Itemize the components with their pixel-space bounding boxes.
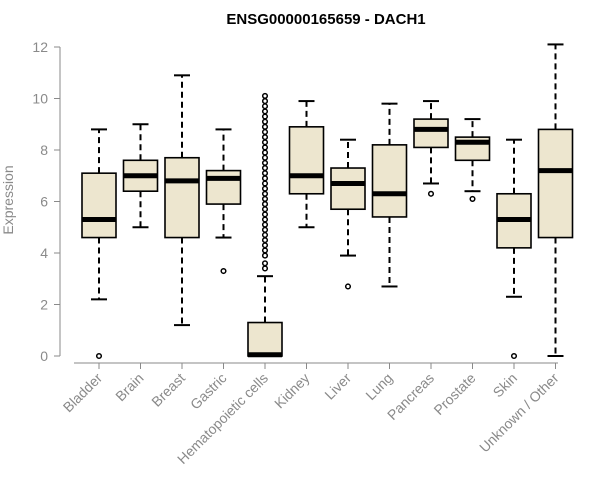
outlier-point xyxy=(261,195,269,202)
x-tick-label: Unknown / Other xyxy=(476,370,562,456)
outlier-point xyxy=(261,201,269,208)
outlier-point xyxy=(261,175,269,182)
outlier-point xyxy=(95,352,103,360)
x-tick-label: Prostate xyxy=(430,370,478,418)
y-axis: 0 2 4 6 8 10 12 xyxy=(32,39,60,364)
outlier-point xyxy=(261,159,269,166)
outlier-point xyxy=(261,144,269,151)
outlier-point xyxy=(261,108,269,115)
x-tick-label: Kidney xyxy=(271,370,313,412)
boxes-group xyxy=(81,43,574,360)
box-group xyxy=(81,128,117,360)
outlier-point xyxy=(261,154,269,161)
y-tick-label: 8 xyxy=(40,142,48,158)
box-body xyxy=(371,144,408,218)
box-group xyxy=(122,123,159,229)
outlier-point xyxy=(261,206,269,213)
outlier-point xyxy=(261,226,269,233)
box-body xyxy=(205,169,242,205)
outlier-point xyxy=(261,139,269,146)
x-tick-label: Lung xyxy=(362,370,395,403)
outlier-point xyxy=(261,180,269,187)
box-group xyxy=(330,138,366,290)
box-group xyxy=(288,100,325,229)
box-body xyxy=(413,118,449,149)
outlier-point xyxy=(261,231,269,239)
outlier-point xyxy=(261,134,269,141)
outlier-point xyxy=(261,170,269,177)
outlier-point xyxy=(261,247,269,254)
outlier-point xyxy=(261,260,269,267)
outlier-point xyxy=(344,283,352,290)
y-tick-label: 2 xyxy=(40,297,48,313)
y-tick-label: 12 xyxy=(32,39,48,55)
outlier-point xyxy=(261,149,269,156)
outlier-point xyxy=(427,190,435,197)
box-group xyxy=(205,128,242,275)
box-body xyxy=(537,128,574,239)
outlier-point xyxy=(261,265,269,272)
box-body xyxy=(81,172,117,239)
outlier-point xyxy=(261,118,269,125)
y-tick-label: 0 xyxy=(40,348,48,364)
box-group xyxy=(496,138,532,360)
box-group xyxy=(537,43,574,357)
box-body xyxy=(164,156,200,239)
outlier-point xyxy=(261,221,269,228)
outlier-point xyxy=(261,237,269,244)
outlier-point xyxy=(261,211,269,218)
outlier-point xyxy=(261,98,269,105)
x-tick-label: Breast xyxy=(148,370,188,410)
y-tick-label: 4 xyxy=(40,245,48,261)
outlier-point xyxy=(261,123,269,130)
outlier-point xyxy=(261,185,269,192)
box-body xyxy=(288,126,325,195)
x-tick-label: Brain xyxy=(112,370,146,404)
y-tick-label: 10 xyxy=(32,91,48,107)
box-body xyxy=(247,321,283,357)
y-axis-label: Expression xyxy=(0,165,16,234)
outlier-point xyxy=(261,113,269,120)
x-tick-label: Skin xyxy=(490,370,521,401)
box-group xyxy=(413,100,449,197)
outlier-point xyxy=(510,352,518,360)
outlier-point xyxy=(261,103,269,110)
outlier-point xyxy=(220,267,227,275)
chart-title: ENSG00000165659 - DACH1 xyxy=(226,11,425,28)
outlier-point xyxy=(261,216,269,223)
x-tick-label: Liver xyxy=(321,370,354,403)
outlier-point xyxy=(261,92,269,99)
outlier-point xyxy=(261,164,269,172)
box-group xyxy=(454,118,491,202)
outlier-point xyxy=(261,242,269,249)
box-body xyxy=(330,167,366,211)
outlier-point xyxy=(261,190,269,197)
box-group xyxy=(164,74,200,327)
outlier-point xyxy=(261,128,269,136)
x-tick-label: Bladder xyxy=(60,370,106,416)
box-group xyxy=(371,102,408,288)
y-tick-label: 6 xyxy=(40,194,48,210)
box-group xyxy=(247,92,283,358)
outlier-point xyxy=(469,195,476,202)
outlier-point xyxy=(261,252,269,259)
